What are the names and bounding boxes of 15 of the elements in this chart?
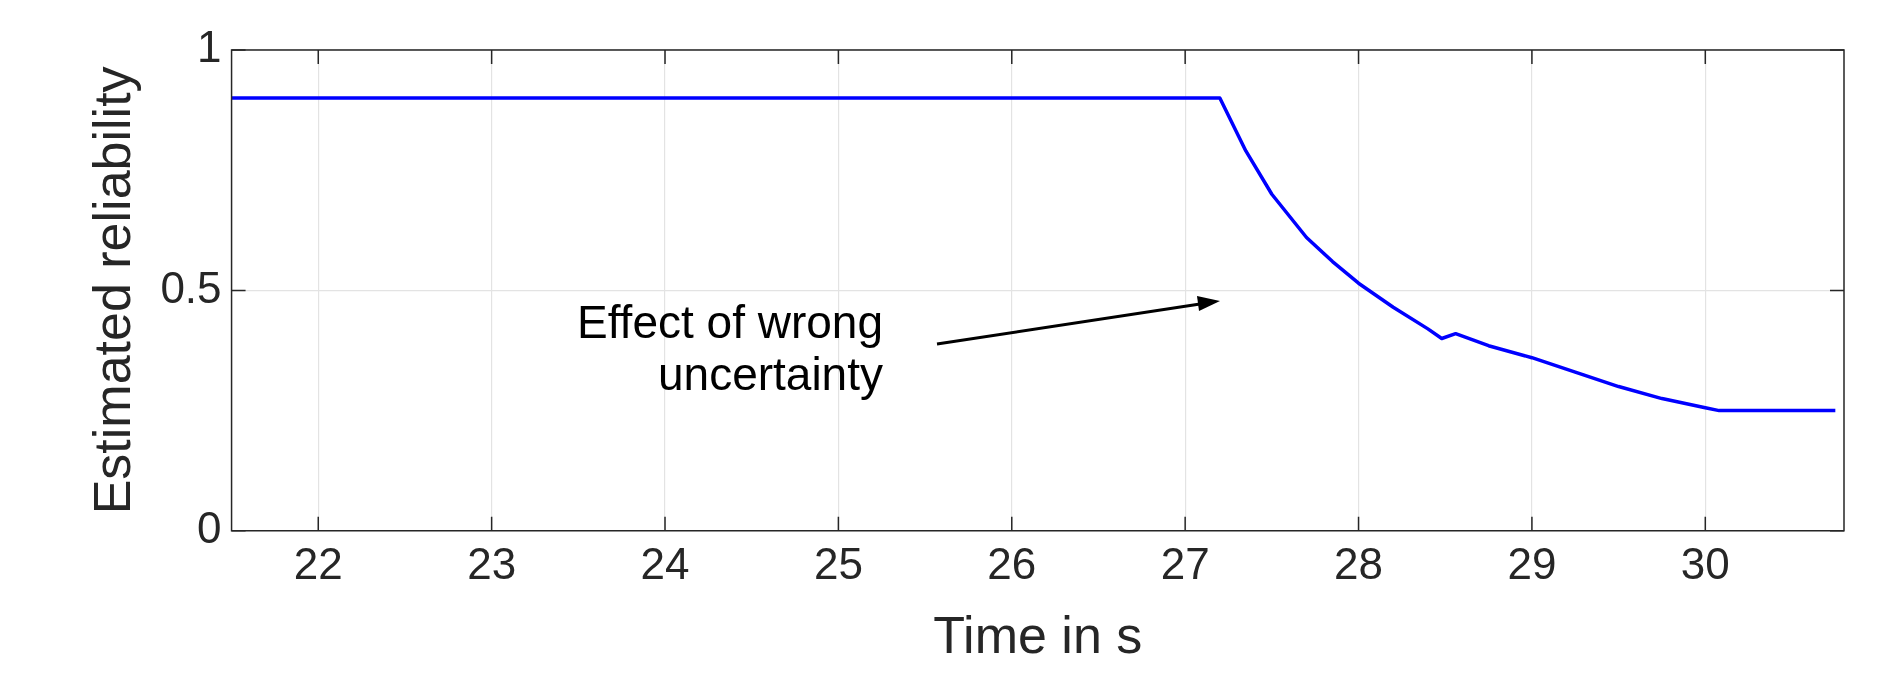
annotation: Effect of wrong uncertainty xyxy=(576,295,883,400)
x-tick-label: 26 xyxy=(987,539,1037,589)
x-tick-label: 27 xyxy=(1160,539,1210,589)
x-axis-title: Time in s xyxy=(933,606,1143,665)
x-tick-label: 30 xyxy=(1680,539,1730,589)
y-tick-label: 0.5 xyxy=(160,262,222,312)
y-tick-label: 0 xyxy=(197,502,222,552)
x-tick-label: 23 xyxy=(467,539,517,589)
x-tick-label: 24 xyxy=(640,539,690,589)
x-tick-label: 22 xyxy=(293,539,343,589)
x-tick-label: 25 xyxy=(813,539,863,589)
y-axis-title: Estimated reliability xyxy=(82,66,141,515)
x-tick-label: 28 xyxy=(1334,539,1384,589)
y-tick-label: 1 xyxy=(197,22,222,72)
x-tick-label: 29 xyxy=(1507,539,1557,589)
